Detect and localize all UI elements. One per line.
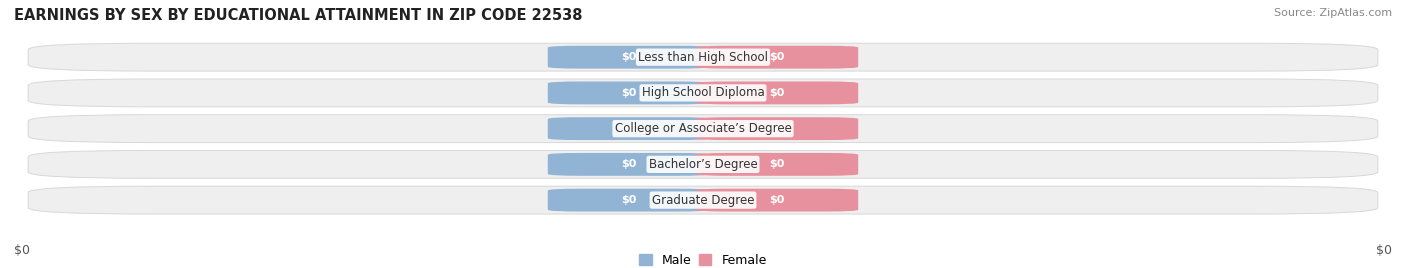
Text: $0: $0 [621, 159, 637, 169]
FancyBboxPatch shape [696, 153, 858, 176]
Text: EARNINGS BY SEX BY EDUCATIONAL ATTAINMENT IN ZIP CODE 22538: EARNINGS BY SEX BY EDUCATIONAL ATTAINMEN… [14, 8, 582, 23]
Text: Source: ZipAtlas.com: Source: ZipAtlas.com [1274, 8, 1392, 18]
Text: $0: $0 [769, 52, 785, 62]
Text: Bachelor’s Degree: Bachelor’s Degree [648, 158, 758, 171]
Text: $0: $0 [621, 88, 637, 98]
FancyBboxPatch shape [696, 81, 858, 104]
FancyBboxPatch shape [28, 79, 1378, 107]
Text: Less than High School: Less than High School [638, 51, 768, 64]
FancyBboxPatch shape [548, 153, 710, 176]
Text: $0: $0 [769, 124, 785, 134]
Legend: Male, Female: Male, Female [634, 249, 772, 268]
Text: $0: $0 [621, 195, 637, 205]
FancyBboxPatch shape [696, 189, 858, 211]
Text: $0: $0 [621, 124, 637, 134]
FancyBboxPatch shape [696, 46, 858, 69]
Text: High School Diploma: High School Diploma [641, 86, 765, 99]
Text: College or Associate’s Degree: College or Associate’s Degree [614, 122, 792, 135]
Text: $0: $0 [14, 244, 30, 257]
Text: $0: $0 [1376, 244, 1392, 257]
FancyBboxPatch shape [696, 117, 858, 140]
FancyBboxPatch shape [548, 46, 710, 69]
Text: $0: $0 [621, 52, 637, 62]
Text: $0: $0 [769, 195, 785, 205]
FancyBboxPatch shape [28, 43, 1378, 71]
Text: $0: $0 [769, 159, 785, 169]
FancyBboxPatch shape [548, 117, 710, 140]
Text: $0: $0 [769, 88, 785, 98]
FancyBboxPatch shape [28, 150, 1378, 178]
FancyBboxPatch shape [28, 186, 1378, 214]
FancyBboxPatch shape [548, 189, 710, 211]
FancyBboxPatch shape [28, 115, 1378, 143]
FancyBboxPatch shape [548, 81, 710, 104]
Text: Graduate Degree: Graduate Degree [652, 193, 754, 207]
